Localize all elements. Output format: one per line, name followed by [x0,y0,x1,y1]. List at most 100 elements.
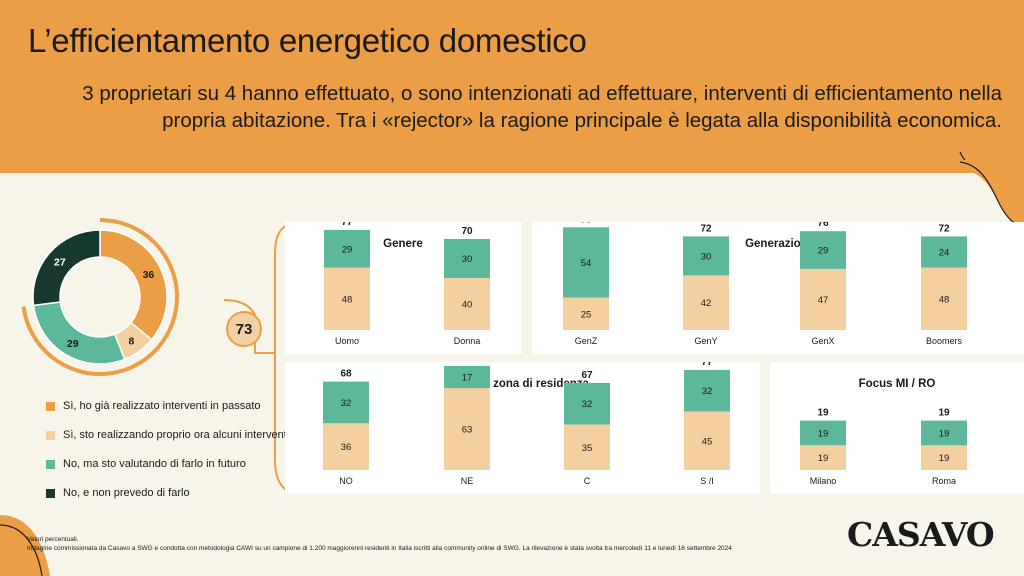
bar-value-label: 19 [818,453,829,464]
bar-category-label: GenZ [575,336,598,346]
bar-total-label: 77 [341,222,353,228]
header-deco-curve [959,151,1024,173]
donut-slice-label: 27 [54,257,66,269]
bar-value-label: 24 [939,248,950,259]
bar-value-label: 19 [939,453,950,464]
bar-category-label: S /I [700,476,714,486]
legend-item: No, ma sto valutando di farlo in futuro [46,458,246,470]
panel-title: Focus MI / RO [858,378,936,390]
bar-value-label: 35 [582,443,593,454]
donut-slice [32,229,101,307]
bar-total-label: 72 [700,223,712,234]
bar-total-label: 19 [938,408,950,419]
bar-segment-si [444,388,490,470]
bar-segment-no-futuro [564,382,610,425]
bar-category-label: C [584,476,591,486]
bar-value-label: 40 [462,300,473,311]
bar-segment-no-futuro [444,239,490,278]
legend-label: Sì, sto realizzando proprio ora alcuni i… [63,429,290,441]
legend-swatch [46,459,55,469]
bar-category-label: Boomers [926,336,963,346]
bar-category-label: Milano [810,476,837,486]
bar-total-label: 19 [817,408,829,419]
bar-value-label: 48 [342,294,353,305]
panel-title: Generazioni [745,238,811,250]
page-subtitle: 3 proprietari su 4 hanno effettuato, o s… [82,82,1002,132]
donut-slice-label: 29 [67,338,79,350]
bar-segment-no-futuro [683,236,729,276]
bar-segment-no-futuro [684,369,730,412]
panel-generazioni: Generazioni 25 54 79 GenZ 42 30 72 GenY 47 29 76 Ge… [532,222,1024,354]
bar-total-label: 68 [340,369,352,380]
bar-segment-si [684,411,730,470]
donut-outer-ring [21,218,179,376]
header-banner: L’efficientamento energetico domestico 3… [0,0,1024,173]
legend-swatch [46,488,55,498]
legend-item: No, e non prevedo di farlo [46,487,190,499]
bar-total-label: 67 [581,370,593,381]
bar-segment-si [324,267,370,330]
bar-value-label: 29 [818,246,829,257]
page-title: L’efficientamento energetico domestico [28,22,587,59]
bar-category-label: GenY [694,336,717,346]
legend-swatch [46,401,55,411]
legend-label: No, ma sto valutando di farlo in futuro [63,458,246,470]
footnote-values: Valori percentuali. [27,536,79,543]
bar-segment-si [683,275,729,330]
panel-title: Genere [383,238,423,250]
bar-category-label: Uomo [335,336,359,346]
bar-value-label: 19 [939,428,950,439]
panel-genere: Genere 48 29 77 Uomo 40 30 70 Donna [285,222,521,354]
bar-segment-si [563,297,609,330]
bar-category-label: GenX [811,336,834,346]
bar-value-label: 32 [341,398,352,409]
bar-segment-no-futuro [800,420,846,446]
bar-chart-focus: 19 19 19 Milano 19 19 19 Roma [800,408,967,486]
donut-slice-label: 8 [129,335,135,347]
bar-segment-no-futuro [324,229,370,268]
bar-value-label: 25 [581,309,592,320]
bar-total-label: 77 [701,362,713,368]
bar-category-label: Roma [932,476,956,486]
donut-slice-label: 36 [143,269,155,281]
bar-value-label: 32 [582,399,593,410]
bar-value-label: 36 [341,442,352,453]
bar-segment-si [800,445,846,470]
bar-value-label: 30 [462,254,473,265]
bar-segment-si [323,423,369,470]
bar-segment-no-futuro [800,231,846,269]
legend-swatch [46,430,55,440]
bar-chart-generazioni: 25 54 79 GenZ 42 30 72 GenY 47 29 76 GenX 48 24 72 Boom… [563,222,967,346]
bar-category-label: NE [461,476,474,486]
bar-segment-no-futuro [921,420,967,446]
bar-chart-macro-zona: 36 32 68 NO 63 17 80 NE 35 32 67 C 45 32 77 S /I [323,362,730,486]
casavo-logo: CASAVO [847,515,995,554]
donut-slice [99,229,168,341]
bar-value-label: 45 [702,436,713,447]
footnote-methodology: Indagine commissionata da Casavo a SWG e… [27,545,732,552]
bar-total-label: 70 [461,226,473,237]
bar-segment-no-futuro [444,366,490,389]
bar-segment-si [921,267,967,330]
legend-label: Sì, ho già realizzato interventi in pass… [63,400,261,412]
bar-total-label: 72 [938,223,950,234]
bar-value-label: 29 [342,244,353,255]
bar-value-label: 30 [701,251,712,262]
bar-value-label: 48 [939,294,950,305]
legend-item: Sì, sto realizzando proprio ora alcuni i… [46,429,289,441]
bar-chart-genere: 48 29 77 Uomo 40 30 70 Donna [324,222,490,346]
bar-value-label: 42 [701,298,712,309]
donut-slice [32,301,126,365]
bar-segment-no-futuro [563,227,609,298]
bar-value-label: 54 [581,258,592,269]
bar-segment-si [921,445,967,470]
bar-total-label: 76 [817,222,829,229]
bar-segment-si [800,268,846,330]
donut-slice [113,321,153,361]
bar-segment-no-futuro [921,236,967,268]
donut-chart: 36 8 29 27 [21,218,179,376]
bar-value-label: 19 [818,428,829,439]
bar-segment-si [444,278,490,330]
bar-value-label: 17 [462,373,473,384]
bar-value-label: 63 [462,425,473,436]
